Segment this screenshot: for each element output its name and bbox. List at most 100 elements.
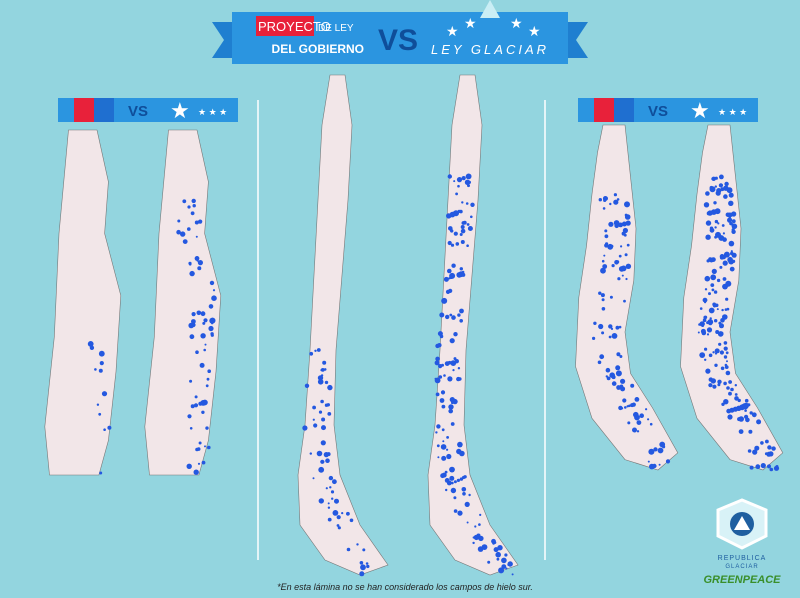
glacier-dot: [194, 395, 198, 399]
glacier-dot: [710, 274, 717, 281]
glacier-dot: [723, 381, 727, 386]
glacier-dot: [459, 308, 464, 314]
glacier-dot: [309, 452, 312, 455]
glacier-dot: [649, 422, 653, 426]
glacier-dot: [435, 392, 440, 397]
glacier-dot: [472, 541, 475, 545]
glacier-dot: [738, 429, 744, 434]
glacier-dot: [441, 455, 447, 461]
glacier-dot: [318, 410, 323, 414]
glacier-dot: [609, 295, 613, 299]
glacier-dot: [448, 404, 454, 410]
star: ★: [464, 15, 477, 31]
glacier-dot: [455, 242, 460, 246]
glacier-dot: [441, 428, 445, 432]
glacier-dot: [443, 374, 446, 377]
glacier-dot: [208, 304, 214, 309]
glacier-dot: [754, 445, 760, 451]
glacier-dot: [493, 547, 499, 553]
glacier-dot: [180, 231, 186, 237]
glacier-dot: [714, 348, 720, 354]
glacier-dot: [448, 288, 453, 293]
glacier-dot: [615, 365, 621, 371]
panel-banner: VS ★ ★ ★ ★: [58, 98, 238, 123]
glacier-dot: [713, 201, 717, 205]
glacier-dot: [195, 447, 199, 452]
maps: [44, 74, 784, 577]
glacier-dot: [645, 408, 648, 411]
glacier-dot: [708, 257, 713, 262]
glacier-dot: [731, 229, 736, 234]
glacier-dot: [714, 352, 718, 355]
glacier-dot: [336, 515, 341, 520]
glacier-dot: [359, 561, 364, 565]
glacier-dot: [312, 418, 315, 421]
glacier-dot: [767, 445, 772, 450]
glacier-dot: [619, 355, 623, 358]
glacier-dot: [709, 317, 712, 320]
glacier-dot: [346, 547, 351, 552]
glacier-dot: [211, 295, 217, 302]
glacier-dot: [712, 384, 717, 389]
glacier-dot: [621, 221, 627, 227]
glacier-dot: [511, 573, 514, 576]
glacier-dot: [453, 480, 457, 484]
glacier-dot: [470, 215, 473, 219]
glacier-dot: [190, 404, 195, 409]
glacier-dot: [734, 396, 739, 401]
glacier-dot: [460, 228, 466, 234]
glacier-dot: [610, 244, 614, 248]
glacier-dot: [719, 254, 725, 259]
glacier-dot: [657, 447, 664, 454]
panel-vs: VS: [648, 103, 668, 120]
glacier-dot: [203, 348, 206, 352]
glacier-dot: [190, 211, 195, 216]
glacier-dot: [716, 278, 721, 283]
glacier-dot: [454, 359, 459, 364]
glacier-dot: [697, 331, 700, 334]
glacier-dot: [474, 525, 477, 528]
glacier-dot: [191, 312, 196, 317]
glacier-dot: [329, 486, 332, 489]
glacier-dot: [468, 493, 471, 497]
glacier-dot: [728, 240, 735, 247]
glacier-dot: [702, 318, 707, 323]
glacier-dot: [182, 199, 187, 204]
glacier-dot: [719, 323, 724, 329]
glacier-dot: [708, 307, 715, 314]
glacier-dot: [495, 551, 502, 558]
glacier-dot: [665, 459, 671, 464]
glacier-dot: [447, 376, 453, 382]
glacier-dot: [604, 243, 609, 248]
glacier-dot: [193, 403, 199, 408]
glacier-dot: [189, 427, 193, 430]
glacier-dot: [601, 331, 605, 335]
glacier-dot: [197, 260, 203, 266]
glacier-dot: [722, 314, 728, 320]
glacier-dot: [714, 363, 718, 367]
glacier-dot: [601, 259, 605, 263]
glacier-dot: [188, 261, 192, 265]
star: ★: [510, 15, 523, 31]
glacier-dot: [702, 297, 708, 303]
glacier-dot: [617, 277, 621, 281]
glacier-dot: [332, 510, 339, 516]
star: ★: [528, 23, 541, 39]
glacier-dot: [177, 219, 181, 223]
glacier-dot: [467, 226, 473, 231]
glacier-dot: [349, 518, 354, 523]
glacier-dot: [458, 377, 462, 381]
glacier-dot: [711, 176, 716, 181]
star: ★: [170, 98, 190, 123]
glacier-dot: [613, 193, 618, 197]
glacier-dot: [203, 318, 208, 323]
glacier-dot: [470, 202, 475, 207]
glacier-dot: [442, 440, 445, 443]
glacier-dot: [459, 233, 463, 236]
glacier-dot: [605, 367, 611, 373]
glacier-dot: [633, 411, 639, 418]
glacier-dot: [449, 313, 453, 317]
glacier-dot: [337, 526, 341, 530]
glacier-dot: [709, 185, 714, 190]
glacier-dot: [450, 243, 455, 247]
